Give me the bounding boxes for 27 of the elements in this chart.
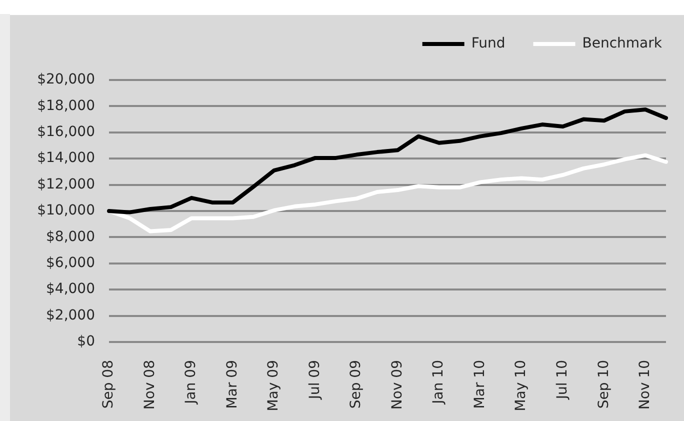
- y-tick-label: $18,000: [37, 98, 95, 114]
- y-tick-label: $6,000: [46, 255, 95, 272]
- x-tick-label: Jan 10: [430, 360, 447, 405]
- x-tick-label: Sep 10: [596, 360, 612, 409]
- x-tick-label: Jan 09: [183, 360, 200, 405]
- x-tick-label: Jul 09: [306, 360, 323, 400]
- x-tick-label: Jul 10: [554, 360, 570, 400]
- x-tick-label: Mar 10: [472, 360, 488, 409]
- y-tick-label: $20,000: [37, 72, 95, 88]
- x-tick-label: May 09: [266, 360, 282, 412]
- legend-label: Fund: [471, 36, 506, 52]
- y-tick-label: $12,000: [37, 176, 95, 192]
- x-tick-label: Sep 08: [100, 360, 117, 409]
- y-tick-label: $4,000: [46, 281, 95, 298]
- y-tick-label: $16,000: [37, 124, 95, 140]
- x-tick-label: Nov 10: [637, 360, 654, 410]
- x-tick-label: Nov 09: [389, 360, 406, 410]
- y-tick-label: $2,000: [46, 307, 95, 324]
- x-tick-label: Mar 09: [224, 360, 240, 409]
- y-tick-label: $10,000: [37, 202, 95, 219]
- y-tick-label: $8,000: [46, 228, 95, 245]
- x-tick-label: Sep 09: [348, 360, 364, 409]
- y-tick-label: $0: [77, 334, 95, 350]
- legend-label: Benchmark: [582, 36, 663, 52]
- x-tick-label: May 10: [513, 360, 530, 412]
- y-tick-label: $14,000: [37, 150, 95, 166]
- x-tick-label: Nov 08: [142, 360, 158, 410]
